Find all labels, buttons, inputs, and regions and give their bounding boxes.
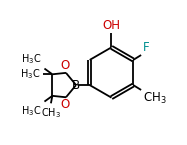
Text: F: F xyxy=(142,41,149,54)
Text: CH$_3$: CH$_3$ xyxy=(142,91,166,106)
Text: OH: OH xyxy=(102,19,120,32)
Text: H$_3$C: H$_3$C xyxy=(21,104,41,118)
Text: O: O xyxy=(61,98,70,111)
Text: H$_3$C: H$_3$C xyxy=(19,67,40,81)
Text: H$_3$C: H$_3$C xyxy=(21,52,41,66)
Text: O: O xyxy=(61,59,70,72)
Text: CH$_3$: CH$_3$ xyxy=(41,106,61,120)
Text: B: B xyxy=(72,79,80,91)
